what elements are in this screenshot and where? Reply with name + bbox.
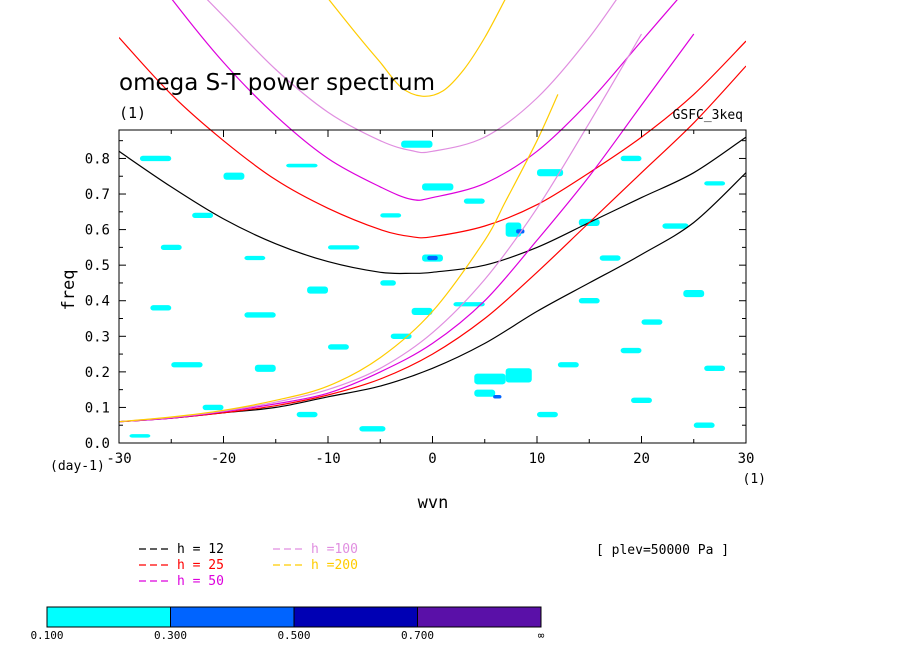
colorbar-segment bbox=[293, 606, 418, 628]
contour-patch bbox=[254, 364, 276, 372]
x-axis-label: wvn bbox=[418, 493, 449, 513]
colorbar-segment bbox=[170, 606, 295, 628]
contour-patch bbox=[328, 245, 360, 250]
series-0-kelvin-line bbox=[119, 172, 746, 423]
legend-label: h = 25 bbox=[177, 558, 224, 573]
y-axis-label: freq bbox=[59, 270, 79, 311]
contour-patch bbox=[380, 280, 396, 286]
contour-patch bbox=[139, 155, 172, 162]
series-2-kelvin-line bbox=[119, 33, 695, 423]
contour-patch bbox=[662, 223, 689, 229]
y-tick-label: 0.3 bbox=[85, 329, 110, 345]
series-4-inertia-gravity-line bbox=[328, 0, 506, 97]
contour-patch bbox=[599, 255, 621, 261]
contour-patch bbox=[411, 307, 433, 315]
colorbar-label: 0.300 bbox=[154, 629, 187, 642]
colorbar-label: 0.500 bbox=[277, 629, 310, 642]
contour-patch bbox=[537, 411, 558, 418]
x-ticks: -30 -20 -10 0 10 20 30 bbox=[106, 130, 754, 467]
contour-patch bbox=[704, 365, 726, 371]
contour-patch bbox=[359, 426, 386, 432]
plot-frame bbox=[118, 129, 747, 444]
curve-layer bbox=[119, 0, 746, 423]
contour-patch bbox=[683, 290, 705, 298]
plev-annotation: [ plev=50000 Pa ] bbox=[596, 543, 729, 558]
series-4-kelvin-line bbox=[119, 94, 559, 423]
y-unit-label: (day-1) bbox=[50, 459, 105, 474]
contour-patch bbox=[171, 362, 203, 368]
contour-patch bbox=[537, 169, 564, 177]
contour-patch bbox=[474, 389, 496, 397]
series-0-inertia-gravity-line bbox=[119, 136, 746, 275]
y-tick-label: 0.6 bbox=[85, 223, 110, 239]
contour-patch bbox=[244, 312, 276, 318]
contour-patch bbox=[578, 298, 600, 304]
chart-title: omega S-T power spectrum bbox=[119, 70, 435, 96]
y-tick-label: 0.7 bbox=[85, 187, 110, 203]
x-tick-label: 20 bbox=[633, 451, 650, 467]
contour-patch bbox=[463, 198, 485, 204]
legend-label: h = 12 bbox=[177, 542, 224, 557]
y-tick-label: 0.8 bbox=[85, 151, 110, 167]
colorbar: 0.100 0.300 0.500 0.700 ∞ bbox=[30, 606, 545, 642]
contour-patch bbox=[557, 362, 579, 368]
contour-patch bbox=[620, 347, 642, 354]
series-3-inertia-gravity-line bbox=[206, 0, 617, 154]
source-label: GSFC_3keq bbox=[673, 108, 743, 123]
colorbar-label: ∞ bbox=[538, 629, 545, 642]
contour-patch-high bbox=[493, 394, 502, 399]
contour-patch bbox=[244, 255, 266, 261]
contour-patch bbox=[150, 305, 172, 311]
contour-patch bbox=[129, 434, 151, 438]
contour-patch bbox=[390, 333, 412, 339]
contour-patch bbox=[641, 319, 663, 325]
x-unit-label: (1) bbox=[743, 472, 766, 487]
contour-patch bbox=[192, 212, 214, 219]
colorbar-label: 0.100 bbox=[30, 629, 63, 642]
y-tick-label: 0.2 bbox=[85, 365, 110, 381]
contour-patch bbox=[401, 140, 433, 148]
x-tick-label: 0 bbox=[428, 451, 436, 467]
series-3-kelvin-line bbox=[119, 33, 643, 423]
y-tick-label: 0.4 bbox=[85, 294, 110, 310]
x-tick-label: -20 bbox=[211, 451, 236, 467]
x-tick-label: 10 bbox=[529, 451, 546, 467]
contour-patch bbox=[202, 404, 224, 411]
contour-patch bbox=[474, 373, 506, 385]
legend-label: h =100 bbox=[311, 542, 358, 557]
contour-patch bbox=[620, 155, 642, 162]
legend-label: h =200 bbox=[311, 558, 358, 573]
contour-patch bbox=[693, 422, 715, 428]
colorbar-segment bbox=[46, 606, 171, 628]
y-tick-label: 0.0 bbox=[85, 436, 110, 452]
legend-label: h = 50 bbox=[177, 574, 224, 589]
contour-patch bbox=[505, 368, 532, 383]
contour-patch bbox=[328, 344, 349, 350]
y-tick-label: 0.1 bbox=[85, 400, 110, 416]
series-1-kelvin-line bbox=[119, 65, 746, 423]
colorbar-label: 0.700 bbox=[401, 629, 434, 642]
x-tick-label: -30 bbox=[106, 451, 131, 467]
contour-patch bbox=[704, 181, 726, 186]
series-1-inertia-gravity-line bbox=[119, 37, 746, 239]
contour-patch bbox=[422, 183, 454, 191]
colorbar-segment bbox=[417, 606, 542, 628]
contour-patch bbox=[223, 172, 245, 180]
contour-patch bbox=[286, 163, 318, 168]
contour-patch-high bbox=[427, 255, 438, 261]
x-tick-label: 30 bbox=[738, 451, 755, 467]
y-tick-label: 0.5 bbox=[85, 258, 110, 274]
y-ticks: 0.0 0.1 0.2 0.3 0.4 0.5 0.6 0.7 0.8 bbox=[85, 140, 746, 452]
contour-patch bbox=[631, 397, 652, 403]
contour-patch bbox=[307, 286, 328, 294]
contour-patch bbox=[380, 213, 402, 218]
chart-subtitle: (1) bbox=[119, 104, 146, 122]
contour-patch bbox=[296, 411, 318, 418]
contour-patch bbox=[160, 244, 182, 251]
series-2-inertia-gravity-line bbox=[171, 0, 678, 201]
x-tick-label: -10 bbox=[315, 451, 340, 467]
contour-layer bbox=[129, 140, 726, 438]
